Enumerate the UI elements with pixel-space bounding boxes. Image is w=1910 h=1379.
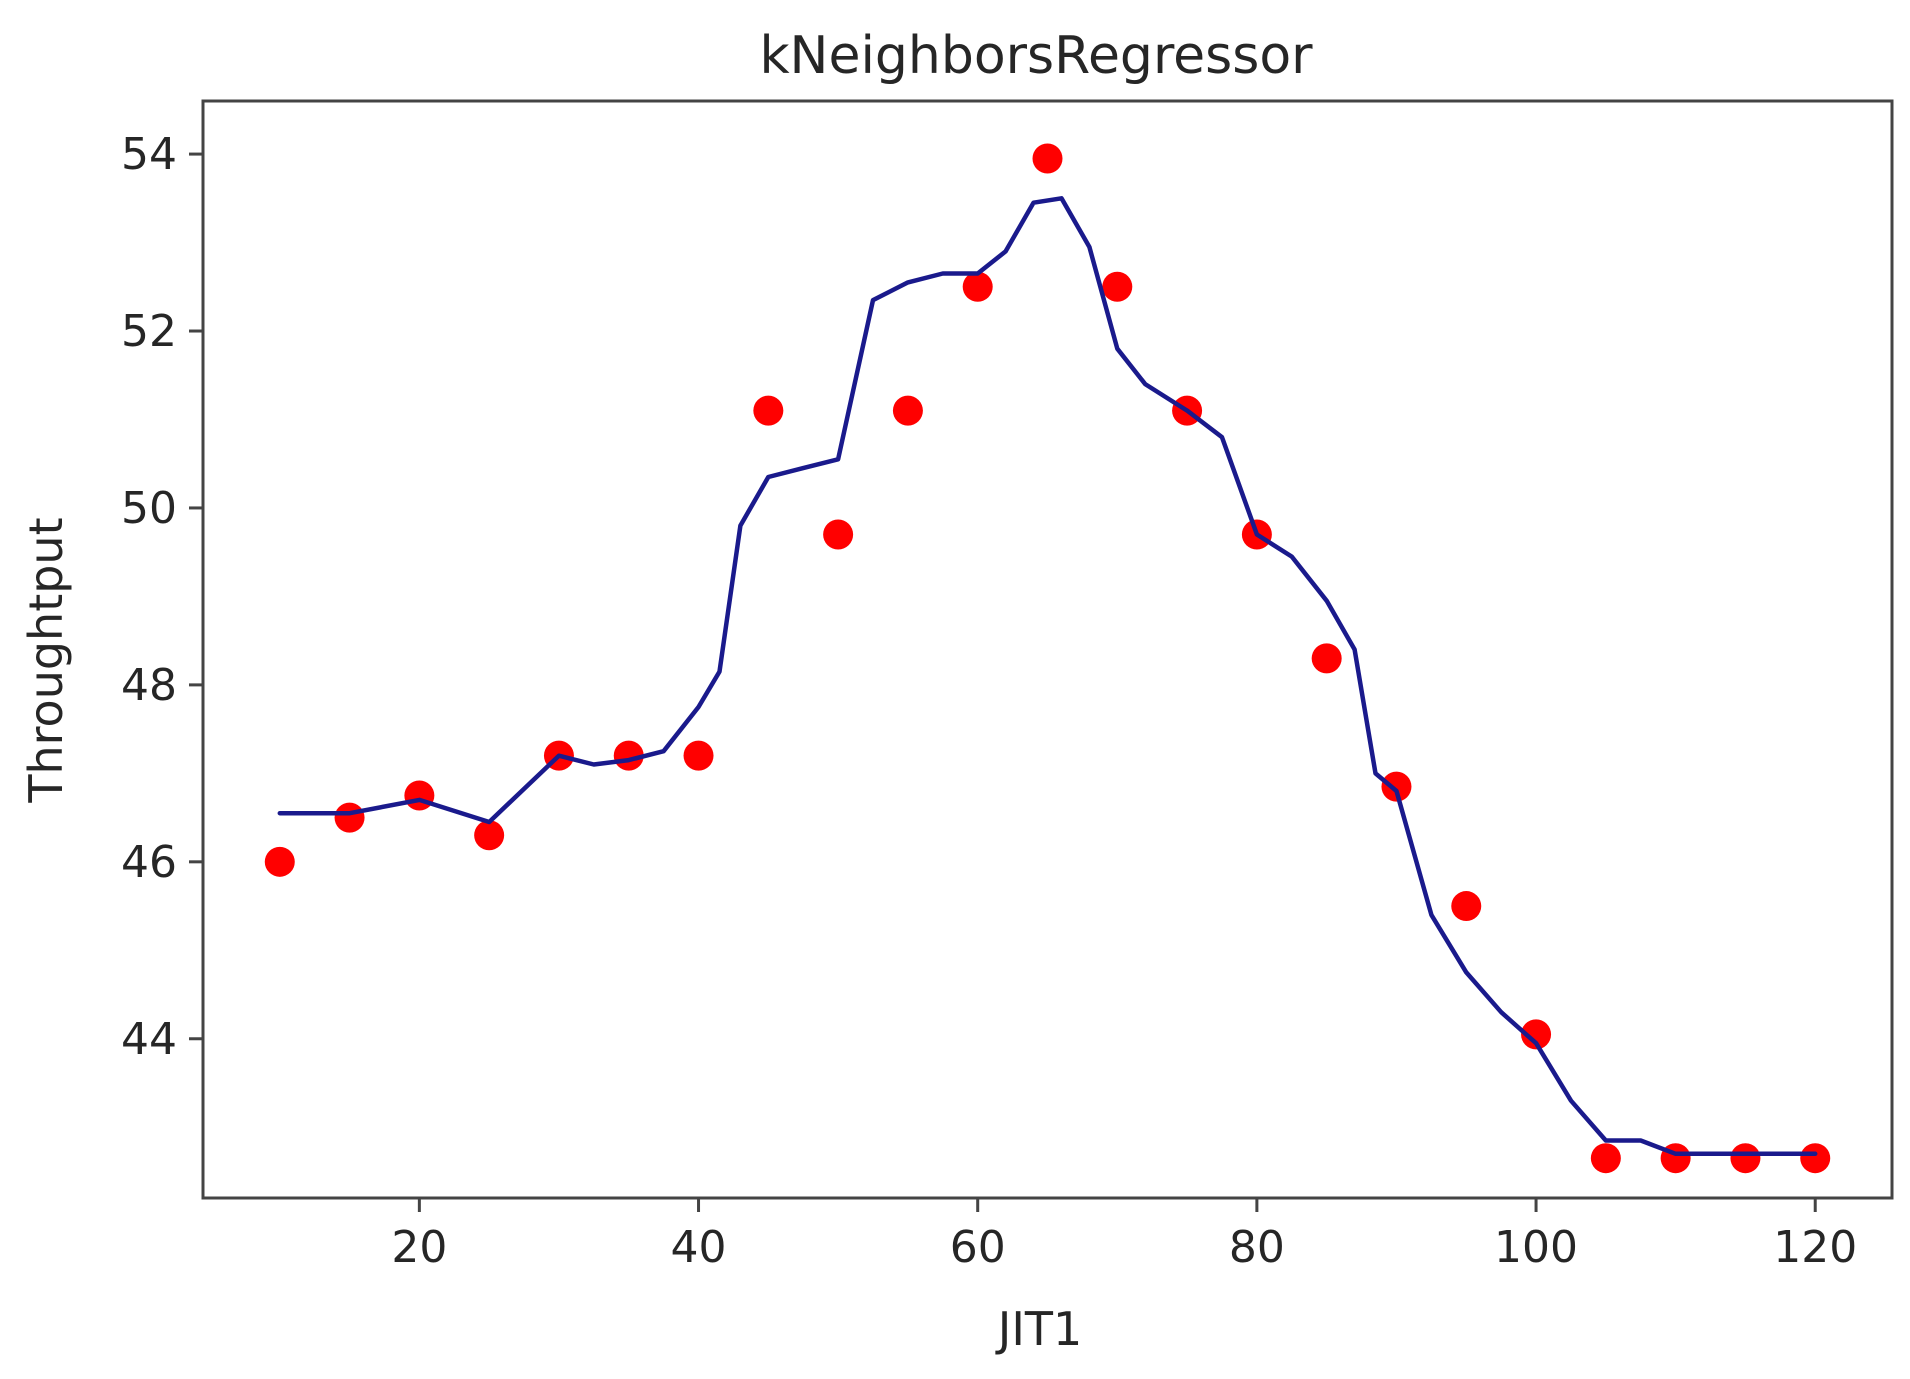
series-layer — [264, 143, 1831, 1174]
data-point — [823, 519, 854, 550]
x-tick-label: 40 — [671, 1222, 727, 1273]
data-point — [892, 395, 923, 426]
plot-frame — [201, 99, 1894, 1200]
chart-title: kNeighborsRegressor — [759, 26, 1313, 86]
y-tick-label: 48 — [121, 660, 177, 711]
y-tick-label: 50 — [121, 483, 177, 534]
data-point — [962, 271, 993, 302]
y-tick-label: 54 — [121, 129, 177, 180]
regression-line — [277, 196, 1818, 1157]
y-axis-label: Throughtput — [19, 517, 73, 803]
y-tick-label: 52 — [121, 306, 177, 357]
data-point — [474, 820, 505, 851]
x-tick-label: 120 — [1773, 1222, 1857, 1273]
x-tick-label: 80 — [1229, 1222, 1285, 1273]
data-point — [753, 395, 784, 426]
data-point — [1032, 143, 1063, 174]
data-point — [1730, 1143, 1761, 1174]
x-tick-label: 20 — [391, 1222, 447, 1273]
y-axis-ticks: 44 46 48 50 52 54 — [121, 129, 203, 1065]
x-tick-label: 100 — [1494, 1222, 1578, 1273]
data-point — [1800, 1143, 1831, 1174]
x-axis-label: JIT1 — [995, 1302, 1083, 1356]
data-point — [683, 740, 714, 771]
data-point — [1451, 891, 1482, 922]
x-axis-ticks: 20 40 60 80 100 120 — [391, 1198, 1857, 1273]
data-point — [1521, 1019, 1552, 1050]
y-tick-label: 46 — [121, 837, 177, 888]
data-point — [404, 780, 435, 811]
data-point — [1590, 1143, 1621, 1174]
x-tick-label: 60 — [950, 1222, 1006, 1273]
data-point — [1381, 771, 1412, 802]
data-point — [1102, 271, 1133, 302]
data-point — [264, 846, 295, 877]
data-point — [334, 802, 365, 833]
data-point — [1311, 643, 1342, 674]
y-tick-label: 44 — [121, 1014, 177, 1065]
